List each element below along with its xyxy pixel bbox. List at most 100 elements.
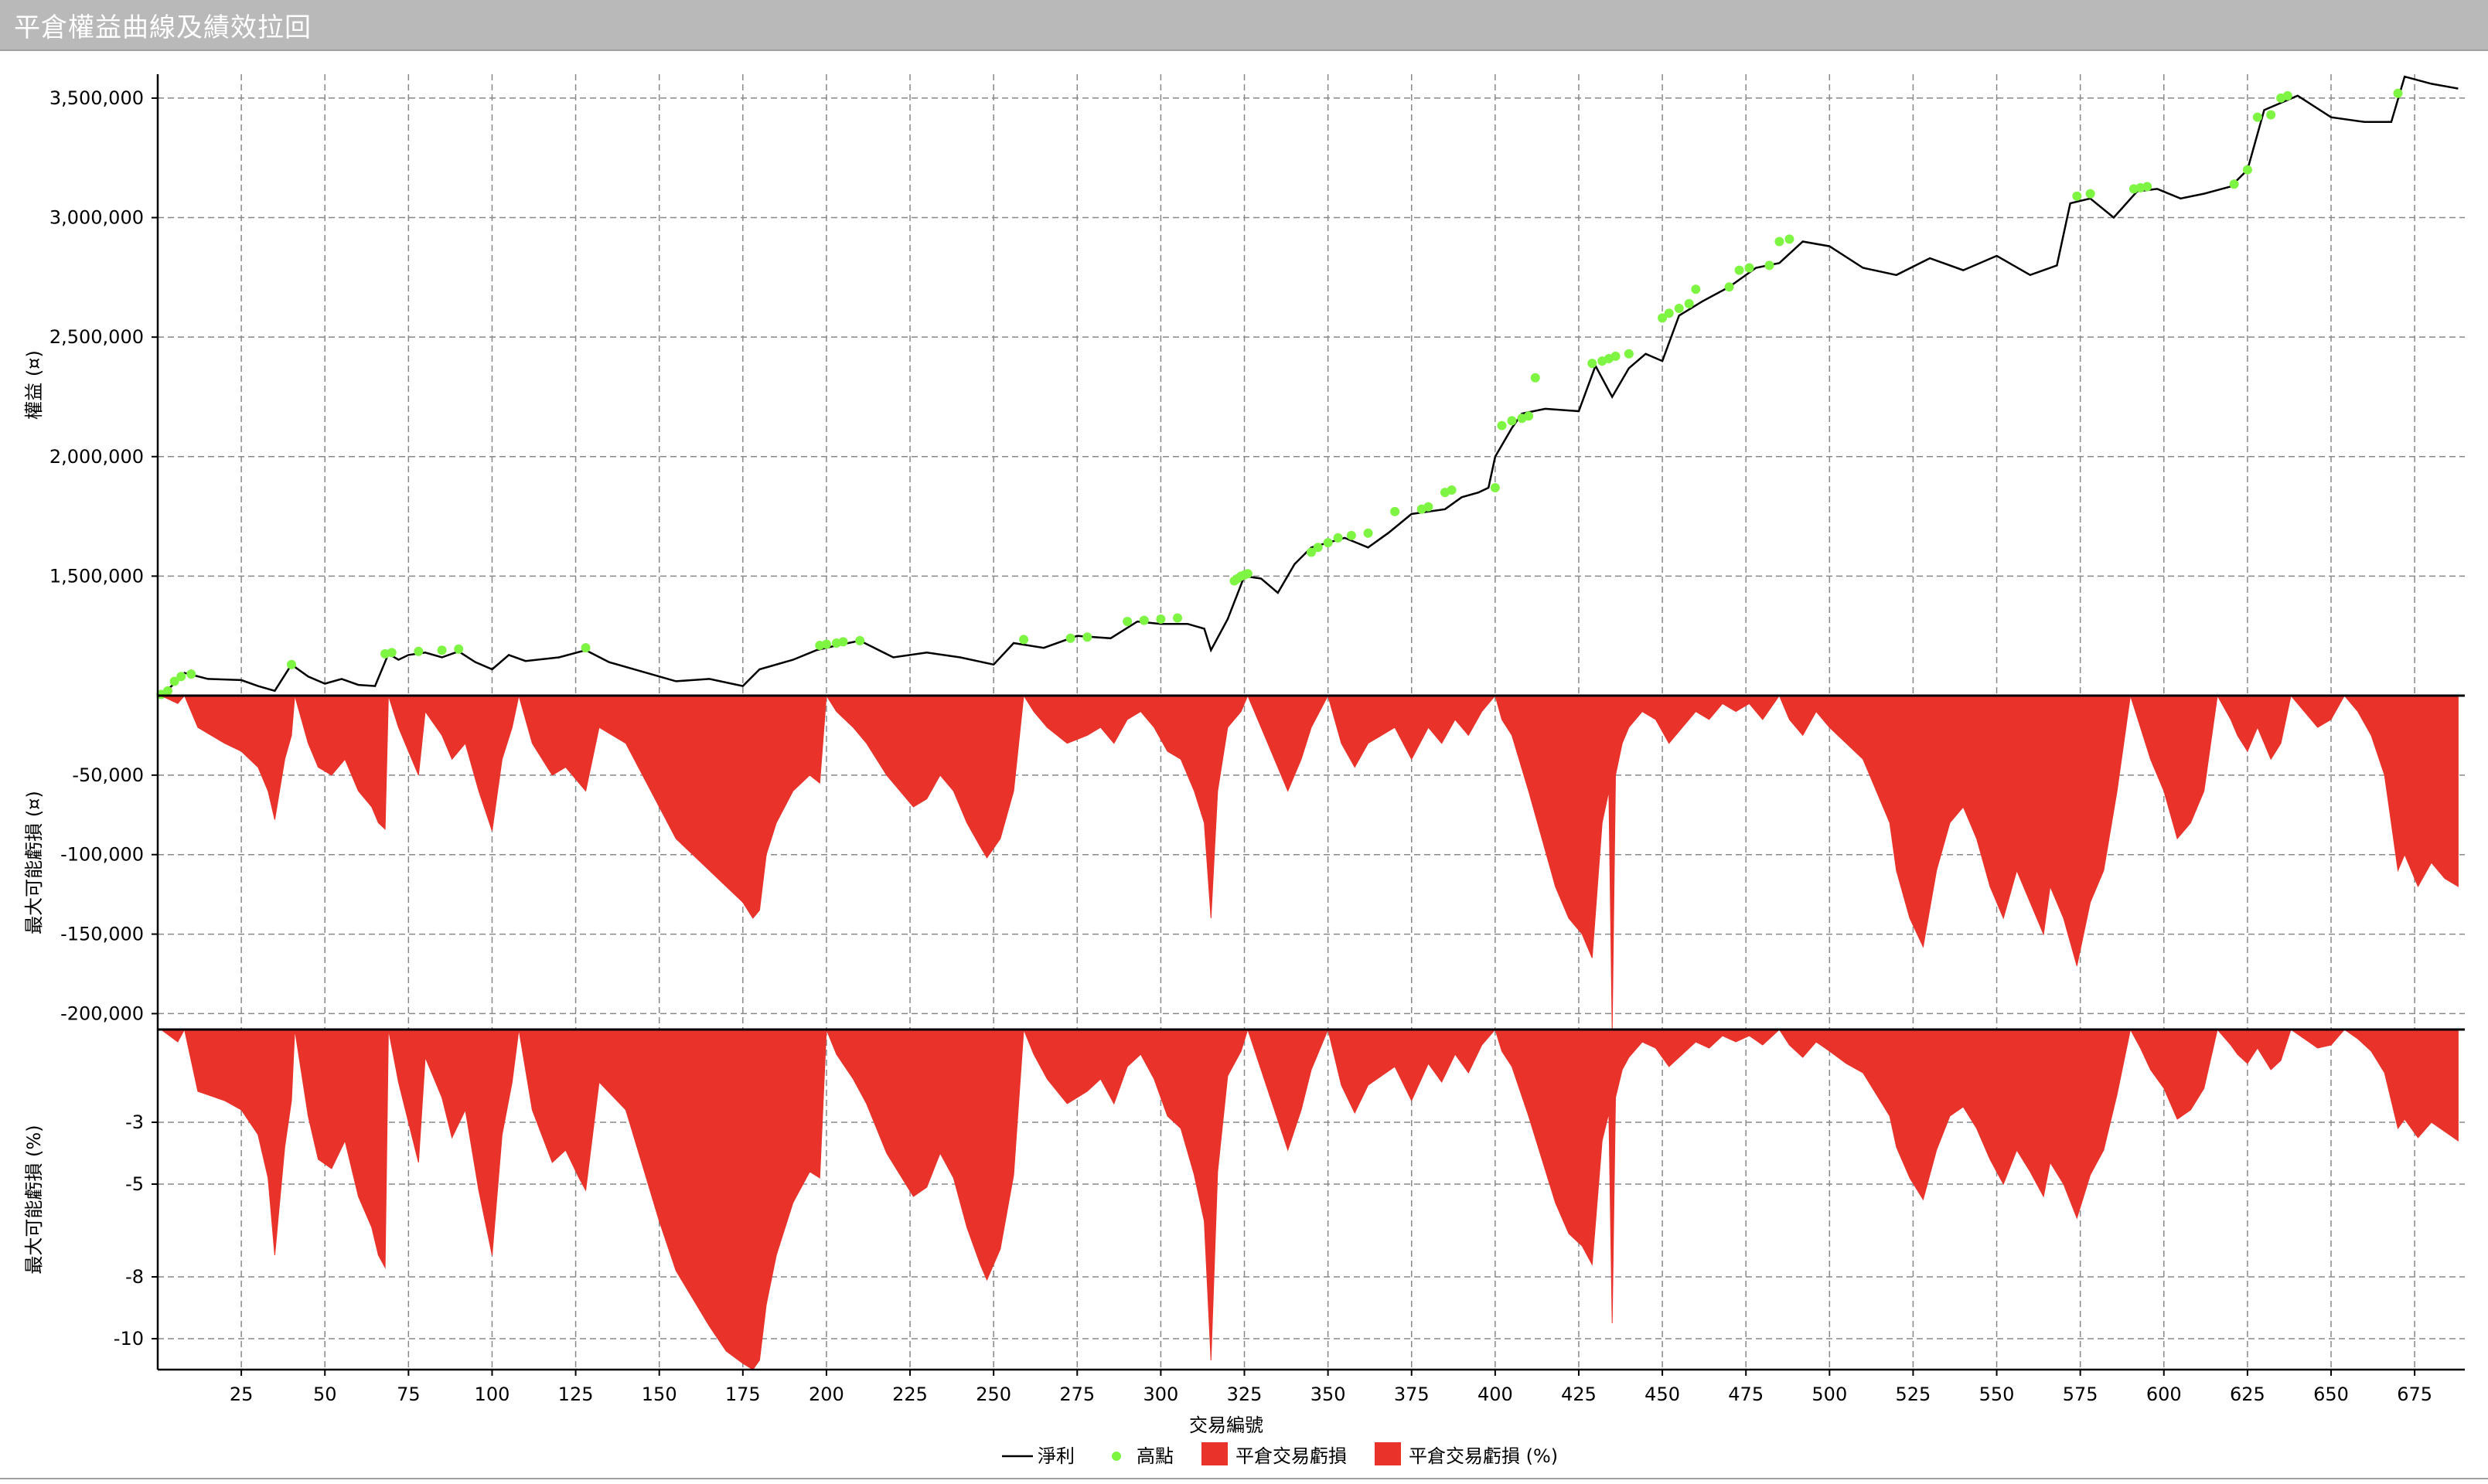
high-point (581, 643, 591, 653)
drawdown-pct-panel: -3 -5 -8 -10 最大可能虧損 (%) (23, 1028, 2465, 1370)
high-point (1423, 502, 1433, 512)
high-point (1724, 282, 1734, 292)
high-point (1065, 633, 1075, 643)
x-tick-label: 525 (1896, 1384, 1931, 1405)
high-point (286, 659, 296, 669)
y-tick-label: 2,500,000 (49, 326, 144, 348)
high-point (414, 646, 424, 656)
x-tick-label: 650 (2313, 1384, 2349, 1405)
x-tick-label: 550 (1979, 1384, 2015, 1405)
x-tick-label: 125 (558, 1384, 594, 1405)
high-point (1363, 528, 1373, 538)
y-tick-label: 2,000,000 (49, 446, 144, 468)
y-tick-label: 1,500,000 (49, 565, 144, 587)
x-tick-label: 575 (2063, 1384, 2098, 1405)
x-tick-label: 625 (2230, 1384, 2265, 1405)
high-point (1173, 613, 1183, 623)
high-point (1123, 617, 1133, 627)
window-bottom-border (0, 1478, 2488, 1479)
high-point (2252, 112, 2262, 122)
x-tick-label: 100 (475, 1384, 510, 1405)
high-point (2085, 189, 2095, 199)
x-tick-label: 450 (1644, 1384, 1680, 1405)
high-point (1390, 506, 1400, 516)
legend-label: 平倉交易虧損 (%) (1409, 1445, 1558, 1467)
high-point (2282, 90, 2292, 100)
x-tick-label: 250 (976, 1384, 1011, 1405)
high-point (387, 648, 397, 658)
high-point (1658, 313, 1668, 323)
x-tick-label: 275 (1059, 1384, 1095, 1405)
x-tick-label: 375 (1394, 1384, 1430, 1405)
legend-label: 高點 (1137, 1445, 1174, 1467)
high-point (821, 639, 831, 649)
high-point (1734, 265, 1744, 275)
x-tick-label: 200 (809, 1384, 844, 1405)
high-point (1691, 284, 1701, 294)
y-axis-label: 權益 (¤) (23, 350, 45, 420)
legend-fill-swatch (1201, 1442, 1228, 1465)
y-tick-label: -5 (125, 1173, 144, 1195)
x-tick-label: 600 (2146, 1384, 2182, 1405)
high-point (437, 645, 447, 655)
y-axis-label: 最大可能虧損 (¤) (23, 791, 45, 934)
high-point (838, 637, 848, 647)
x-tick-label: 675 (2397, 1384, 2432, 1405)
high-point (1674, 304, 1684, 314)
drawdown-pct-area (159, 1028, 2459, 1370)
high-point (1490, 482, 1500, 492)
y-tick-label: -10 (114, 1328, 144, 1350)
high-point (1497, 420, 1507, 431)
high-point (1019, 635, 1029, 645)
high-point (855, 635, 865, 645)
high-point (162, 686, 172, 696)
equity-panel: 1,500,000 2,000,000 2,500,000 3,000,000 3,50… (23, 74, 2465, 699)
y-axis-label: 最大可能虧損 (%) (23, 1125, 45, 1274)
high-point (1784, 234, 1794, 244)
high-point (1524, 411, 1534, 421)
high-point (2393, 88, 2403, 98)
high-point (1624, 349, 1634, 359)
y-tick-label: 3,000,000 (49, 207, 144, 229)
y-tick-label: -50,000 (72, 764, 144, 786)
high-point (1323, 538, 1333, 548)
legend-label: 平倉交易虧損 (1235, 1445, 1347, 1467)
legend-fill-swatch (1375, 1442, 1401, 1465)
drawdown-abs-panel: -50,000 -100,000 -150,000 -200,000 最大可能虧損 (¤… (23, 694, 2465, 1030)
high-point (1333, 533, 1343, 543)
window-titlebar: 平倉權益曲線及績效拉回 (0, 0, 2488, 51)
high-point (1610, 351, 1621, 361)
high-point (1242, 569, 1253, 579)
x-tick-label: 150 (642, 1384, 677, 1405)
high-point (1507, 416, 1517, 426)
x-axis-label: 交易編號 (1189, 1414, 1263, 1436)
equity-line (160, 75, 2459, 696)
high-point (1447, 485, 1457, 495)
high-point (1346, 530, 1356, 540)
high-point (1082, 632, 1092, 642)
y-tick-label: 3,500,000 (49, 87, 144, 109)
legend-label: 淨利 (1038, 1445, 1075, 1467)
high-point (454, 644, 464, 654)
high-point (1307, 547, 1316, 557)
high-point (2072, 191, 2082, 201)
x-tick-label: 325 (1227, 1384, 1263, 1405)
x-tick-label: 25 (230, 1384, 254, 1405)
x-tick-label: 300 (1143, 1384, 1178, 1405)
high-point (1774, 237, 1784, 247)
high-point (176, 672, 186, 682)
x-tick-label: 350 (1310, 1384, 1346, 1405)
y-tick-label: -3 (125, 1111, 144, 1133)
high-point (2229, 179, 2239, 189)
y-tick-label: -8 (125, 1266, 144, 1288)
high-point (1664, 308, 1674, 318)
x-tick-label: 400 (1477, 1384, 1513, 1405)
high-point (1313, 543, 1323, 553)
x-tick-label: 50 (313, 1384, 337, 1405)
x-tick-label: 175 (725, 1384, 761, 1405)
high-point (1744, 263, 1754, 273)
y-tick-label: -150,000 (60, 924, 144, 945)
x-tick-label: 225 (892, 1384, 928, 1405)
high-point (2242, 165, 2252, 175)
high-point (169, 676, 179, 686)
